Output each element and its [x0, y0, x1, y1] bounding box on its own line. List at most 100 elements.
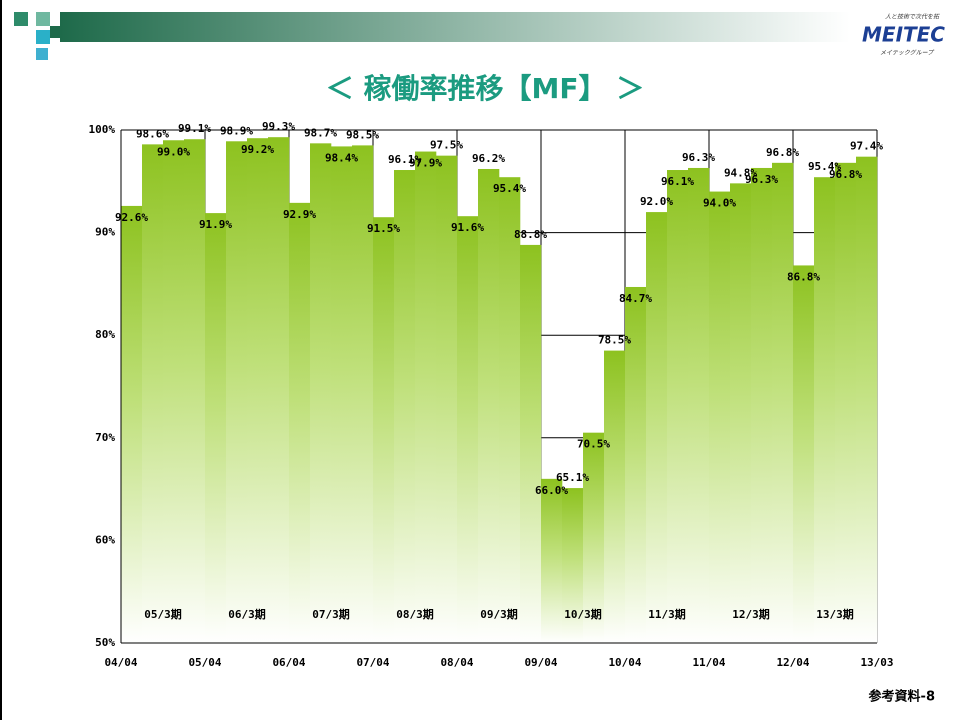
bar — [835, 162, 857, 643]
data-label: 96.1% — [661, 175, 694, 188]
period-label: 09/3期 — [480, 607, 518, 621]
y-tick-label: 90% — [95, 226, 115, 239]
bar — [121, 205, 143, 643]
bar — [646, 212, 668, 643]
data-label: 99.1% — [178, 122, 211, 135]
data-label: 99.3% — [262, 120, 295, 133]
period-label: 08/3期 — [396, 607, 434, 621]
data-label: 96.1% — [388, 153, 421, 166]
bar — [226, 141, 248, 643]
data-label: 78.5% — [598, 334, 631, 347]
deco — [36, 12, 50, 26]
bar — [541, 478, 563, 643]
x-tick-label: 12/04 — [776, 656, 809, 669]
bar — [268, 137, 290, 643]
data-label: 98.4% — [325, 151, 358, 164]
bar — [688, 167, 710, 643]
bar — [667, 170, 689, 643]
bar — [289, 202, 311, 643]
data-label: 95.4% — [493, 182, 526, 195]
x-tick-label: 04/04 — [104, 656, 137, 669]
x-tick-label: 08/04 — [440, 656, 473, 669]
x-tick-label: 05/04 — [188, 656, 221, 669]
data-label: 88.8% — [514, 228, 547, 241]
bar — [247, 138, 269, 643]
period-label: 12/3期 — [732, 607, 770, 621]
period-label: 05/3期 — [144, 607, 182, 621]
bar — [184, 139, 206, 643]
data-label: 97.5% — [430, 139, 463, 152]
period-label: 10/3期 — [564, 607, 602, 621]
bar — [730, 183, 752, 644]
bar — [625, 286, 647, 643]
data-label: 94.0% — [703, 197, 736, 210]
bar — [793, 265, 815, 643]
data-label: 97.4% — [850, 140, 883, 153]
bar — [142, 144, 164, 643]
data-label: 91.9% — [199, 218, 232, 231]
data-label: 95.4% — [808, 160, 841, 173]
bar — [814, 177, 836, 644]
logo-group: メイテックグループ — [880, 49, 935, 57]
bar — [520, 244, 542, 644]
data-label: 99.2% — [241, 143, 274, 156]
data-label: 96.3% — [745, 173, 778, 186]
data-label: 96.2% — [472, 152, 505, 165]
data-label: 84.7% — [619, 292, 652, 305]
bar — [415, 151, 437, 643]
x-tick-label: 06/04 — [272, 656, 305, 669]
data-label: 96.8% — [829, 168, 862, 181]
bar — [352, 145, 374, 643]
bar — [373, 217, 395, 643]
data-label: 98.6% — [136, 127, 169, 140]
data-label: 98.7% — [304, 126, 337, 139]
deco — [50, 26, 62, 38]
deco — [36, 30, 50, 44]
header-bar — [60, 12, 850, 42]
period-label: 11/3期 — [648, 607, 686, 621]
deco — [14, 12, 28, 26]
y-tick-label: 60% — [95, 533, 115, 546]
footer: 参考資料-8 — [869, 689, 935, 705]
data-label: 98.5% — [346, 128, 379, 141]
x-tick-label: 13/03 — [860, 656, 893, 669]
period-label: 06/3期 — [228, 607, 266, 621]
data-label: 92.0% — [640, 195, 673, 208]
data-label: 65.1% — [556, 471, 589, 484]
data-label: 91.5% — [367, 222, 400, 235]
x-tick-label: 09/04 — [524, 656, 557, 669]
data-label: 86.8% — [787, 270, 820, 283]
data-label: 98.9% — [220, 124, 253, 137]
data-label: 99.0% — [157, 145, 190, 158]
chart-title: ＜ 稼働率推移【MF】 ＞ — [326, 72, 645, 105]
data-label: 94.8% — [724, 166, 757, 179]
x-tick-label: 07/04 — [356, 656, 389, 669]
bar — [457, 216, 479, 643]
y-tick-label: 80% — [95, 328, 115, 341]
bar — [499, 177, 521, 644]
y-tick-label: 50% — [95, 636, 115, 649]
logo-tagline: 人と技術で次代を拓 — [885, 13, 940, 21]
bar — [394, 170, 416, 643]
bar — [478, 168, 500, 643]
period-label: 07/3期 — [312, 607, 350, 621]
data-label: 97.9% — [409, 157, 442, 170]
period-label: 13/3期 — [816, 607, 854, 621]
bar — [856, 156, 878, 643]
bar — [562, 488, 584, 643]
data-label: 70.5% — [577, 438, 610, 451]
bar — [163, 140, 185, 643]
data-label: 92.9% — [283, 208, 316, 221]
bar — [772, 162, 794, 643]
data-label: 96.8% — [766, 146, 799, 159]
bar — [331, 146, 353, 643]
data-label: 92.6% — [115, 211, 148, 224]
bar — [583, 432, 605, 643]
y-tick-label: 100% — [89, 123, 116, 136]
bar — [709, 191, 731, 643]
bar — [436, 155, 458, 643]
data-label: 96.3% — [682, 151, 715, 164]
x-tick-label: 10/04 — [608, 656, 641, 669]
deco — [36, 48, 48, 60]
